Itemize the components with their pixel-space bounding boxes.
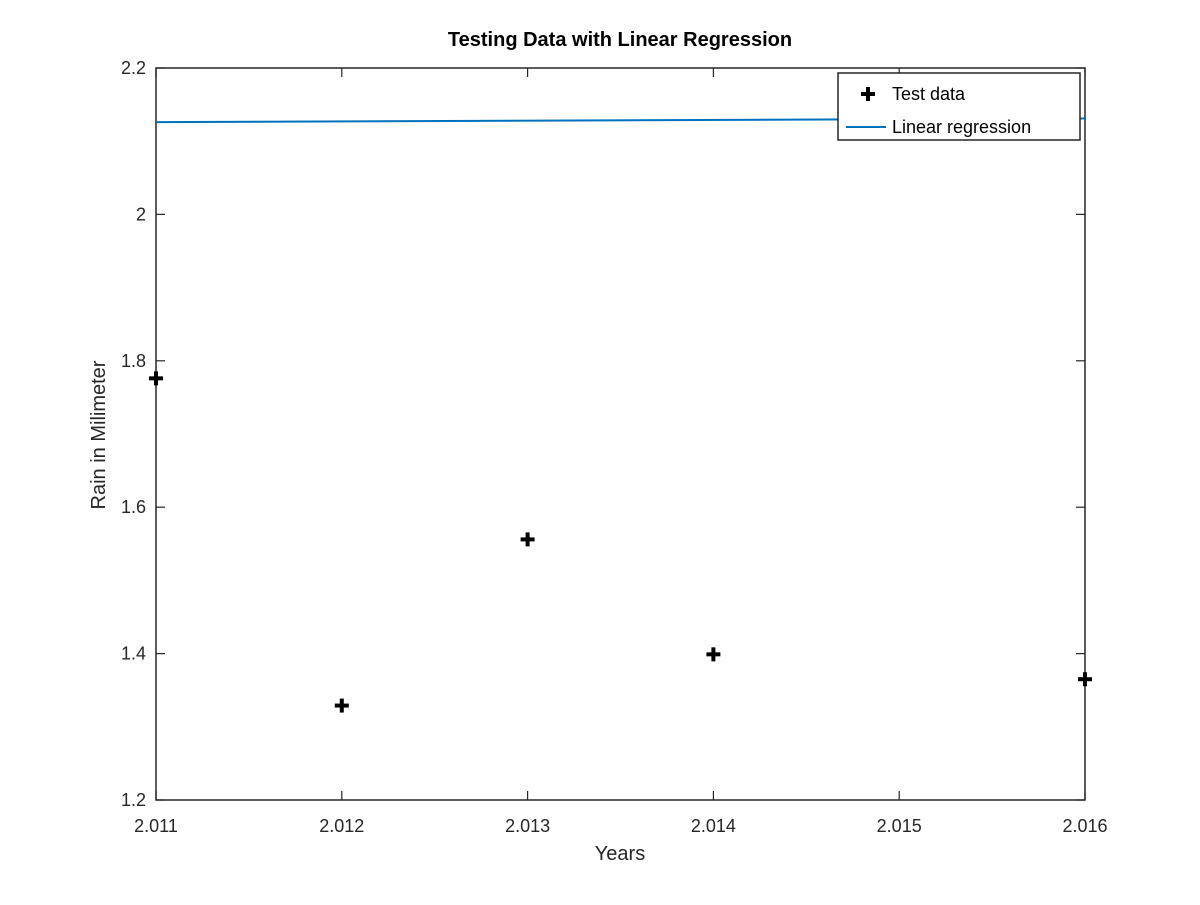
y-tick-label: 1.6 xyxy=(121,497,146,517)
chart-title: Testing Data with Linear Regression xyxy=(448,29,792,51)
y-tick-label: 1.8 xyxy=(121,351,146,371)
y-tick-label: 2.2 xyxy=(121,58,146,78)
data-point xyxy=(520,532,535,547)
axes-box xyxy=(155,67,1086,801)
data-point xyxy=(149,371,163,386)
plot-area: 2.011 2.012 2.013 2.014 2.015 2.016 1.2 1.4 1.6 1… xyxy=(121,58,1108,836)
data-point xyxy=(334,698,349,713)
legend-label: Linear regression xyxy=(892,117,1031,137)
data-point xyxy=(706,647,721,662)
x-axis-label: Years xyxy=(595,843,645,865)
y-axis-label: Rain in Milimeter xyxy=(88,360,110,509)
data-point xyxy=(1078,672,1092,687)
legend: Test data Linear regression xyxy=(837,72,1081,141)
x-tick-label: 2.014 xyxy=(691,816,736,836)
y-tick-label: 2 xyxy=(136,204,146,224)
y-tick-label: 1.4 xyxy=(121,644,146,664)
y-tick-label: 1.2 xyxy=(121,790,146,810)
legend-marker-swatch xyxy=(861,87,875,101)
x-tick-label: 2.012 xyxy=(319,816,364,836)
x-tick-label: 2.011 xyxy=(134,816,178,836)
legend-label: Test data xyxy=(892,84,966,104)
x-tick-label: 2.016 xyxy=(1062,816,1107,836)
x-tick-label: 2.015 xyxy=(877,816,922,836)
x-tick-label: 2.013 xyxy=(505,816,550,836)
legend-box xyxy=(837,72,1081,141)
